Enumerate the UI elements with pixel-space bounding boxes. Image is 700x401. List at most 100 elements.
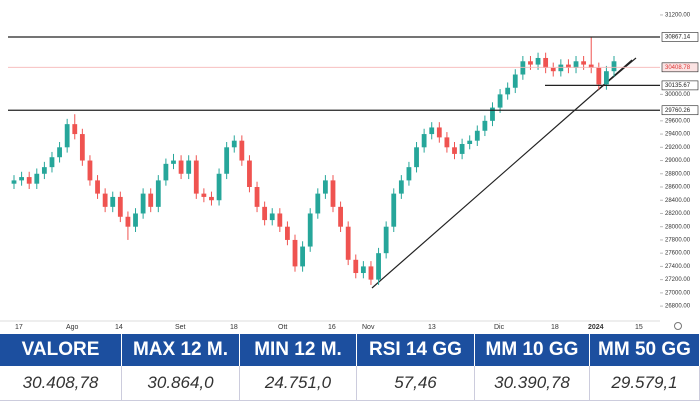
x-tick-label: 15 xyxy=(635,324,643,331)
candle-body xyxy=(277,213,283,227)
table-header: MM 10 GG xyxy=(475,334,590,366)
candle-body xyxy=(95,180,100,194)
y-tick-label: 27800.00 xyxy=(665,238,691,244)
candle-body xyxy=(322,180,328,194)
candle-body xyxy=(512,74,518,88)
candle-body xyxy=(186,160,192,174)
candle-body xyxy=(550,67,556,72)
y-tick-label: 29600.00 xyxy=(665,118,691,124)
table-header: MM 50 GG xyxy=(590,334,700,366)
table-cell: 30.864,0 xyxy=(122,366,240,401)
candle-body xyxy=(163,163,169,181)
candle-body xyxy=(87,160,93,181)
y-tick-label: 29000.00 xyxy=(665,158,691,164)
x-tick-label: Ago xyxy=(66,324,79,331)
trend-line xyxy=(597,57,637,91)
x-tick-label: 13 xyxy=(428,324,436,331)
y-tick-label: 27600.00 xyxy=(665,251,691,257)
table-cell: 30.408,78 xyxy=(0,366,122,401)
candle-body xyxy=(49,157,55,168)
price-level-label: 30867.14 xyxy=(665,35,691,41)
candle-body xyxy=(543,57,549,68)
candle-body xyxy=(64,124,70,148)
candle-body xyxy=(285,226,290,240)
candle-body xyxy=(148,193,154,207)
y-tick-label: 30000.00 xyxy=(665,92,691,98)
candle-body xyxy=(360,266,366,274)
candle-body xyxy=(178,160,184,174)
candle-body xyxy=(490,107,495,121)
price-level-box xyxy=(661,32,699,42)
table-header: MAX 12 M. xyxy=(122,334,240,366)
candle-body xyxy=(383,226,389,254)
candle-body xyxy=(216,173,222,201)
settings-icon[interactable] xyxy=(674,322,682,330)
y-tick-label: 31200.00 xyxy=(665,13,691,19)
candle-body xyxy=(292,239,298,267)
candle-body xyxy=(315,193,321,214)
table-header: VALORE xyxy=(0,334,122,366)
candle-body xyxy=(376,253,381,280)
trend-line xyxy=(371,59,633,289)
y-tick-label: 27000.00 xyxy=(665,290,691,296)
x-tick-label: 16 xyxy=(328,324,336,331)
candle-body xyxy=(414,147,419,168)
candle-body xyxy=(11,180,17,184)
candle-body xyxy=(239,140,245,161)
candle-body xyxy=(421,134,427,148)
candle-body xyxy=(482,120,488,131)
candle-body xyxy=(102,193,108,207)
candle-body xyxy=(467,140,473,144)
candle-body xyxy=(604,71,609,85)
candle-body xyxy=(300,246,306,267)
y-tick-label: 28800.00 xyxy=(665,171,691,177)
y-tick-label: 28200.00 xyxy=(665,211,691,217)
candle-body xyxy=(57,147,62,158)
stats-table: VALORE MAX 12 M. MIN 12 M. RSI 14 GG MM 10 G… xyxy=(0,334,700,401)
candle-body xyxy=(338,206,343,227)
candle-body xyxy=(398,180,404,194)
x-tick-label: 17 xyxy=(15,324,23,331)
chart: 17 Ago 14 Set 18 Ott 16 Nov 13 Dic 18 20… xyxy=(0,13,699,331)
price-level-box xyxy=(661,80,699,91)
y-tick-label: 27400.00 xyxy=(665,264,691,270)
candle-body xyxy=(520,61,526,75)
candle-body xyxy=(72,124,78,135)
candle-body xyxy=(474,130,480,141)
candle-body xyxy=(497,94,503,108)
x-tick-label: 2024 xyxy=(588,324,604,331)
candle-body xyxy=(247,160,252,188)
candle-body xyxy=(535,57,541,65)
price-level-box xyxy=(661,62,699,73)
x-tick-label: 14 xyxy=(115,324,123,331)
x-tick-label: Nov xyxy=(362,324,375,331)
candle-body xyxy=(436,127,442,138)
y-tick-label: 27200.00 xyxy=(665,277,691,283)
price-level-label: 30135.67 xyxy=(665,83,691,89)
candle-body xyxy=(155,180,161,207)
price-level-box xyxy=(661,105,699,116)
candle-body xyxy=(201,193,207,197)
candle-body xyxy=(26,177,32,184)
x-tick-label: Ott xyxy=(278,324,287,331)
candle-body xyxy=(368,266,374,280)
candle-body xyxy=(34,173,40,184)
y-tick-label: 28600.00 xyxy=(665,185,691,191)
table-cell: 29.579,1 xyxy=(590,366,700,401)
candle-body xyxy=(171,160,176,164)
candle-body xyxy=(391,193,397,227)
x-tick-label: 18 xyxy=(230,324,238,331)
candle-body xyxy=(596,67,602,85)
candle-body xyxy=(110,196,116,207)
candle-body xyxy=(459,143,465,154)
candle-body xyxy=(505,87,511,95)
candle-body xyxy=(566,64,571,68)
candle-body xyxy=(611,61,617,72)
candle-body xyxy=(140,193,146,214)
table-header: RSI 14 GG xyxy=(357,334,475,366)
y-tick-label: 29200.00 xyxy=(665,145,691,151)
candle-body xyxy=(330,180,336,207)
y-tick-label: 29400.00 xyxy=(665,132,691,138)
candle-body xyxy=(41,167,47,174)
